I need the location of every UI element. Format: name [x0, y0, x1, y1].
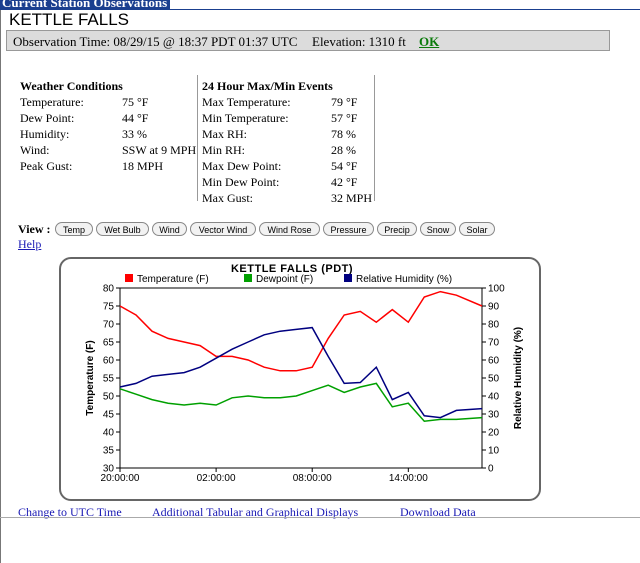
- max-min-events-heading: 24 Hour Max/Min Events: [202, 79, 333, 93]
- left-tick-label: 55: [103, 374, 115, 385]
- right-tick-label: 70: [488, 338, 500, 349]
- left-frame-rule: [0, 10, 1, 563]
- left-tick-label: 35: [103, 446, 115, 457]
- chart-legend: Temperature (F) Dewpoint (F) Relative Hu…: [125, 274, 452, 285]
- wind-label: Wind:: [20, 143, 50, 157]
- legend-label-dewpoint: Dewpoint (F): [256, 274, 313, 285]
- station-name: KETTLE FALLS: [9, 10, 129, 29]
- series-lines: [119, 290, 483, 422]
- relative-humidity-line: [119, 326, 483, 419]
- right-axis: 0 10 20 30 40 50 60 70 80 90 100: [482, 284, 505, 475]
- header-rule: [0, 9, 640, 10]
- observation-bar: Observation Time: 08/29/15 @ 18:37 PDT 0…: [6, 30, 610, 51]
- left-tick-label: 30: [103, 464, 115, 475]
- legend-swatch-humidity: [344, 274, 352, 282]
- view-precip-button[interactable]: Precip: [377, 222, 417, 236]
- max-rh-label: Max RH:: [202, 127, 247, 141]
- humidity-label: Humidity:: [20, 127, 70, 141]
- peak-gust-value: 18 MPH: [122, 159, 164, 173]
- left-tick-label: 75: [103, 302, 115, 313]
- left-tick-label: 50: [103, 392, 115, 403]
- legend-label-temperature: Temperature (F): [137, 274, 209, 285]
- page-header-title: Current Station Observations: [2, 0, 168, 10]
- right-tick-label: 0: [488, 464, 494, 475]
- min-dew-point-value: 42 °F: [331, 175, 358, 189]
- plot-area: [119, 287, 483, 469]
- peak-gust-label: Peak Gust:: [20, 159, 73, 173]
- chart-title: KETTLE FALLS (PDT): [231, 263, 353, 275]
- min-temperature-value: 57 °F: [331, 111, 358, 125]
- right-tick-label: 30: [488, 410, 500, 421]
- view-wet-bulb-button[interactable]: Wet Bulb: [96, 222, 149, 236]
- right-tick-label: 20: [488, 428, 500, 439]
- legend-swatch-temperature: [125, 274, 133, 282]
- legend-swatch-dewpoint: [244, 274, 252, 282]
- dew-point-label: Dew Point:: [20, 111, 75, 125]
- max-gust-label: Max Gust:: [202, 191, 253, 205]
- observation-chart-frame: KETTLE FALLS (PDT) Temperature (F) Dewpo…: [59, 257, 541, 501]
- y-axis-title-left: Temperature (F): [85, 340, 96, 415]
- right-tick-label: 10: [488, 446, 500, 457]
- min-rh-value: 28 %: [331, 143, 356, 157]
- humidity-value: 33 %: [122, 127, 147, 141]
- y-axis-title-right: Relative Humidity (%): [513, 327, 524, 429]
- temperature-label: Temperature:: [20, 95, 84, 109]
- observation-time: Observation Time: 08/29/15 @ 18:37 PDT 0…: [13, 34, 298, 49]
- page-header-bar: Current Station Observations: [0, 0, 170, 10]
- left-tick-label: 80: [103, 284, 115, 295]
- view-vector-wind-button[interactable]: Vector Wind: [190, 222, 256, 236]
- left-tick-label: 60: [103, 356, 115, 367]
- view-solar-button[interactable]: Solar: [459, 222, 495, 236]
- help-link[interactable]: Help: [18, 237, 42, 251]
- dew-point-value: 44 °F: [122, 111, 149, 125]
- right-tick-label: 100: [488, 284, 505, 295]
- right-tick-label: 40: [488, 392, 500, 403]
- right-tick-label: 60: [488, 356, 500, 367]
- ok-link[interactable]: OK: [419, 34, 440, 49]
- dewpoint-line: [119, 382, 483, 422]
- view-pressure-button[interactable]: Pressure: [323, 222, 374, 236]
- min-dew-point-label: Min Dew Point:: [202, 175, 280, 189]
- left-tick-label: 70: [103, 320, 115, 331]
- x-tick-label: 08:00:00: [293, 473, 332, 484]
- temperature-line: [119, 290, 483, 372]
- view-temp-button[interactable]: Temp: [55, 222, 93, 236]
- max-rh-value: 78 %: [331, 127, 356, 141]
- observation-chart: KETTLE FALLS (PDT) Temperature (F) Dewpo…: [85, 263, 524, 484]
- table-divider-left: [197, 75, 198, 201]
- right-tick-label: 50: [488, 374, 500, 385]
- x-tick-label: 02:00:00: [197, 473, 236, 484]
- view-wind-button[interactable]: Wind: [152, 222, 187, 236]
- left-axis: 30 35 40 45 50 55 60 65 70 75 80: [103, 284, 120, 475]
- left-tick-label: 65: [103, 338, 115, 349]
- max-dew-point-label: Max Dew Point:: [202, 159, 282, 173]
- table-divider-right: [374, 75, 375, 201]
- station-elevation: Elevation: 1310 ft: [312, 34, 406, 49]
- view-snow-button[interactable]: Snow: [420, 222, 456, 236]
- view-label: View :: [18, 222, 51, 236]
- max-temperature-label: Max Temperature:: [202, 95, 291, 109]
- right-tick-label: 90: [488, 302, 500, 313]
- x-axis: 20:00:00 02:00:00 08:00:00 14:00:00: [101, 468, 428, 484]
- wind-value: SSW at 9 MPH: [122, 143, 197, 157]
- max-temperature-value: 79 °F: [331, 95, 358, 109]
- min-temperature-label: Min Temperature:: [202, 111, 289, 125]
- right-tick-label: 80: [488, 320, 500, 331]
- temperature-value: 75 °F: [122, 95, 149, 109]
- change-to-utc-link[interactable]: Change to UTC Time: [18, 505, 122, 519]
- view-wind-rose-button[interactable]: Wind Rose: [259, 222, 320, 236]
- min-rh-label: Min RH:: [202, 143, 246, 157]
- x-tick-label: 20:00:00: [101, 473, 140, 484]
- max-gust-value: 32 MPH: [331, 191, 373, 205]
- max-dew-point-value: 54 °F: [331, 159, 358, 173]
- additional-displays-link[interactable]: Additional Tabular and Graphical Display…: [152, 505, 359, 519]
- bottom-rule: [0, 517, 640, 518]
- x-tick-label: 14:00:00: [389, 473, 428, 484]
- left-tick-label: 45: [103, 410, 115, 421]
- legend-label-humidity: Relative Humidity (%): [356, 274, 452, 285]
- download-data-link[interactable]: Download Data: [400, 505, 476, 519]
- left-tick-label: 40: [103, 428, 115, 439]
- weather-conditions-heading: Weather Conditions: [20, 79, 123, 93]
